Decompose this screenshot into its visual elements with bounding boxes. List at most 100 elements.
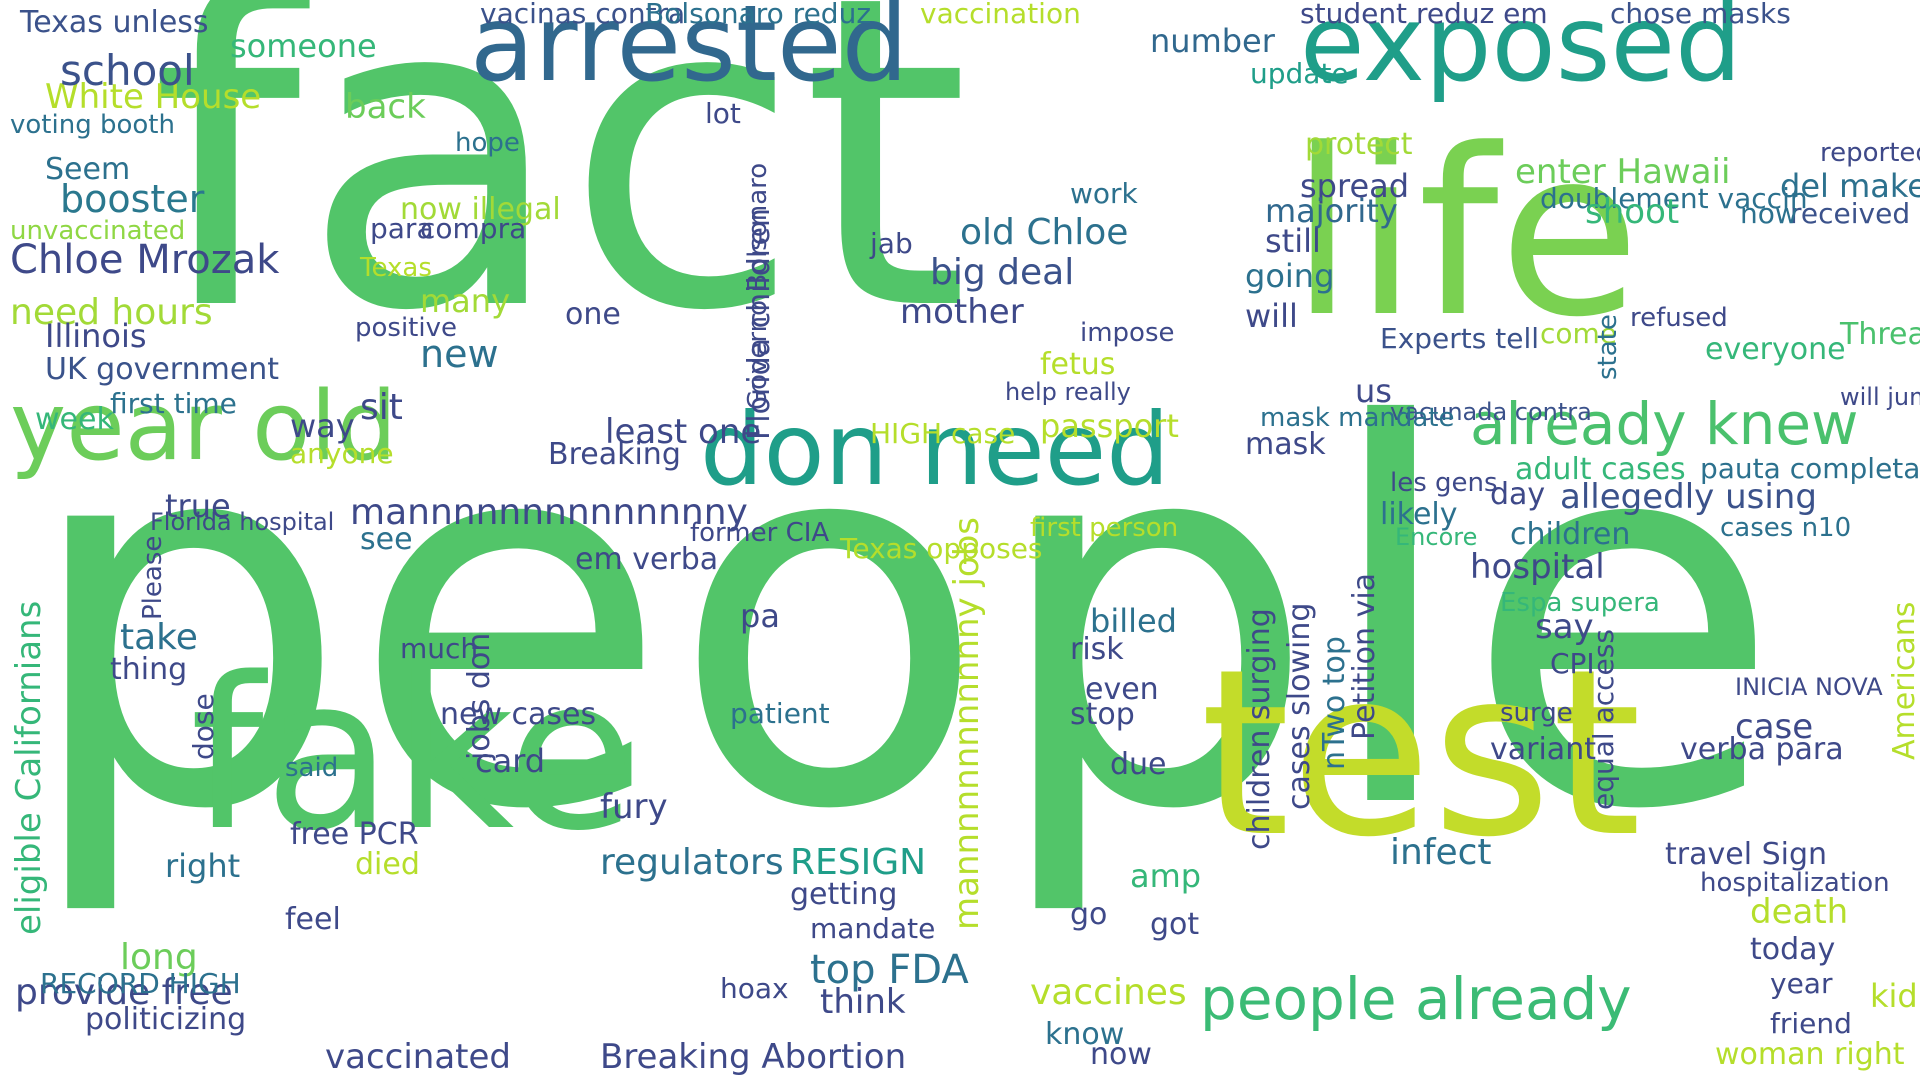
- word-cloud-word: mandate: [810, 912, 936, 945]
- word-cloud-word: much: [400, 632, 479, 665]
- word-cloud-word: Petition via: [1347, 572, 1382, 740]
- word-cloud-word: still: [1265, 222, 1321, 260]
- word-cloud-word: positive: [355, 313, 457, 343]
- word-cloud-word: hospitalization: [1700, 868, 1890, 898]
- word-cloud-word: kid: [1870, 977, 1918, 1015]
- word-cloud-word: going: [1245, 257, 1335, 295]
- word-cloud-word: anyone: [290, 437, 394, 470]
- word-cloud-word: Illinois: [45, 317, 147, 355]
- word-cloud-word: today: [1750, 932, 1836, 967]
- word-cloud-word: back: [345, 87, 426, 127]
- word-cloud-word: right: [165, 847, 241, 885]
- word-cloud-word: Experts tell: [1380, 322, 1540, 355]
- word-cloud-word: will jump: [1840, 383, 1920, 411]
- word-cloud-word: number: [1150, 22, 1275, 60]
- word-cloud-word: now illegal: [400, 192, 561, 227]
- word-cloud-word: mannnnnnnnnnnny jobs: [947, 516, 987, 930]
- word-cloud-word: update: [1250, 57, 1349, 90]
- word-cloud-word: new cases: [440, 697, 597, 732]
- word-cloud-word: passport: [1040, 407, 1179, 445]
- word-cloud-word: student reduz em: [1300, 0, 1548, 30]
- word-cloud-word: thing: [110, 652, 188, 687]
- word-cloud-word: year old: [10, 372, 397, 482]
- word-cloud-word: come: [1540, 317, 1618, 350]
- word-cloud-word: mask mandate: [1260, 403, 1455, 433]
- word-cloud-word: RECORD HIGH: [40, 967, 241, 1000]
- word-cloud-word: say: [1535, 607, 1594, 647]
- word-cloud-word: voting booth: [10, 110, 175, 140]
- word-cloud-word: Please: [138, 535, 168, 620]
- word-cloud-word: hospital: [1470, 547, 1605, 587]
- word-cloud-word: Breaking: [548, 437, 681, 472]
- word-cloud-word: now: [1090, 1037, 1152, 1072]
- word-cloud-word: Florida hospital: [150, 508, 335, 536]
- word-cloud-word: Americans: [1887, 601, 1920, 760]
- word-cloud-word: work: [1070, 177, 1138, 210]
- word-cloud-word: del make: [1780, 167, 1920, 205]
- word-cloud-word: vaccines: [1030, 972, 1187, 1013]
- word-cloud-word: jab: [870, 227, 913, 260]
- word-cloud-word: compra: [420, 212, 527, 245]
- word-cloud-word: help really: [1005, 378, 1131, 406]
- word-cloud-word: cases slowing: [1282, 602, 1317, 810]
- word-cloud-word: booster: [60, 177, 205, 221]
- word-cloud-word: friend: [1770, 1007, 1852, 1040]
- word-cloud-word: old Chloe: [960, 212, 1129, 253]
- word-cloud-word: know: [1045, 1017, 1125, 1052]
- word-cloud-word: former CIA: [690, 518, 830, 548]
- word-cloud-word: White House: [45, 77, 262, 117]
- word-cloud-word: due: [1110, 747, 1167, 782]
- word-cloud-word: lot: [705, 97, 741, 130]
- word-cloud-word: politicizing: [85, 1002, 247, 1037]
- word-cloud-word: will: [1245, 297, 1298, 335]
- word-cloud-word: nTwo top: [1317, 636, 1352, 770]
- word-cloud-word: mother: [900, 292, 1024, 332]
- word-cloud-word: unvaccinated: [10, 216, 186, 246]
- word-cloud-word: verba para: [1680, 732, 1844, 767]
- word-cloud-word: eligible Californians: [9, 600, 49, 935]
- word-cloud-word: now: [1740, 197, 1798, 230]
- word-cloud-word: regulators: [600, 842, 784, 883]
- word-cloud-word: card: [475, 742, 546, 780]
- word-cloud-word: enter Hawaii: [1515, 152, 1731, 192]
- word-cloud-word: Texas unless: [20, 5, 209, 40]
- word-cloud-word: travel Sign: [1665, 837, 1827, 872]
- word-cloud-word: life: [1290, 101, 1641, 368]
- word-cloud-word: woman right: [1715, 1037, 1905, 1072]
- word-cloud-word: em verba: [575, 542, 719, 577]
- word-cloud-word: mannnnnnnnnnnnnny: [350, 492, 748, 533]
- word-cloud-word: someone: [230, 27, 377, 65]
- word-cloud-word: allegedly using: [1560, 477, 1817, 517]
- word-cloud-word: many: [420, 282, 510, 320]
- word-cloud-word: infect: [1390, 832, 1492, 873]
- word-cloud-word: long: [120, 937, 198, 978]
- word-cloud-word: INICIA NOVA: [1735, 673, 1883, 701]
- word-cloud-word: children: [1510, 517, 1631, 552]
- word-cloud-word: dose: [187, 693, 220, 760]
- word-cloud-word: need hours: [10, 292, 213, 333]
- word-cloud-word: fake: [190, 632, 636, 877]
- word-cloud-word: Chloe Mrozak: [10, 237, 280, 283]
- word-cloud-word: feel: [285, 902, 341, 937]
- word-cloud-word: got: [1150, 907, 1200, 942]
- word-cloud-word: arrested: [470, 0, 909, 105]
- word-cloud-word: day: [1490, 477, 1546, 512]
- word-cloud-word: amp: [1130, 857, 1202, 895]
- word-cloud-word: school: [60, 46, 195, 95]
- word-cloud-word: week: [35, 402, 114, 437]
- word-cloud-word: cases n10: [1720, 513, 1852, 543]
- word-cloud-word: les gens: [1390, 468, 1498, 498]
- word-cloud-word: hope: [455, 128, 520, 158]
- word-cloud-word: vacinas contra: [480, 0, 686, 30]
- word-cloud-word: everyone: [1705, 332, 1846, 367]
- word-cloud-word: vaccination: [920, 0, 1081, 30]
- word-cloud-word: getting: [790, 877, 898, 912]
- word-cloud-word: new: [420, 332, 499, 376]
- word-cloud-word: us: [1355, 372, 1392, 410]
- word-cloud-word: true: [165, 487, 231, 525]
- word-cloud-word: even: [1085, 672, 1159, 707]
- word-cloud-word: people: [20, 317, 1783, 923]
- word-cloud-word: Texas: [360, 253, 432, 283]
- word-cloud-word: died: [355, 847, 420, 882]
